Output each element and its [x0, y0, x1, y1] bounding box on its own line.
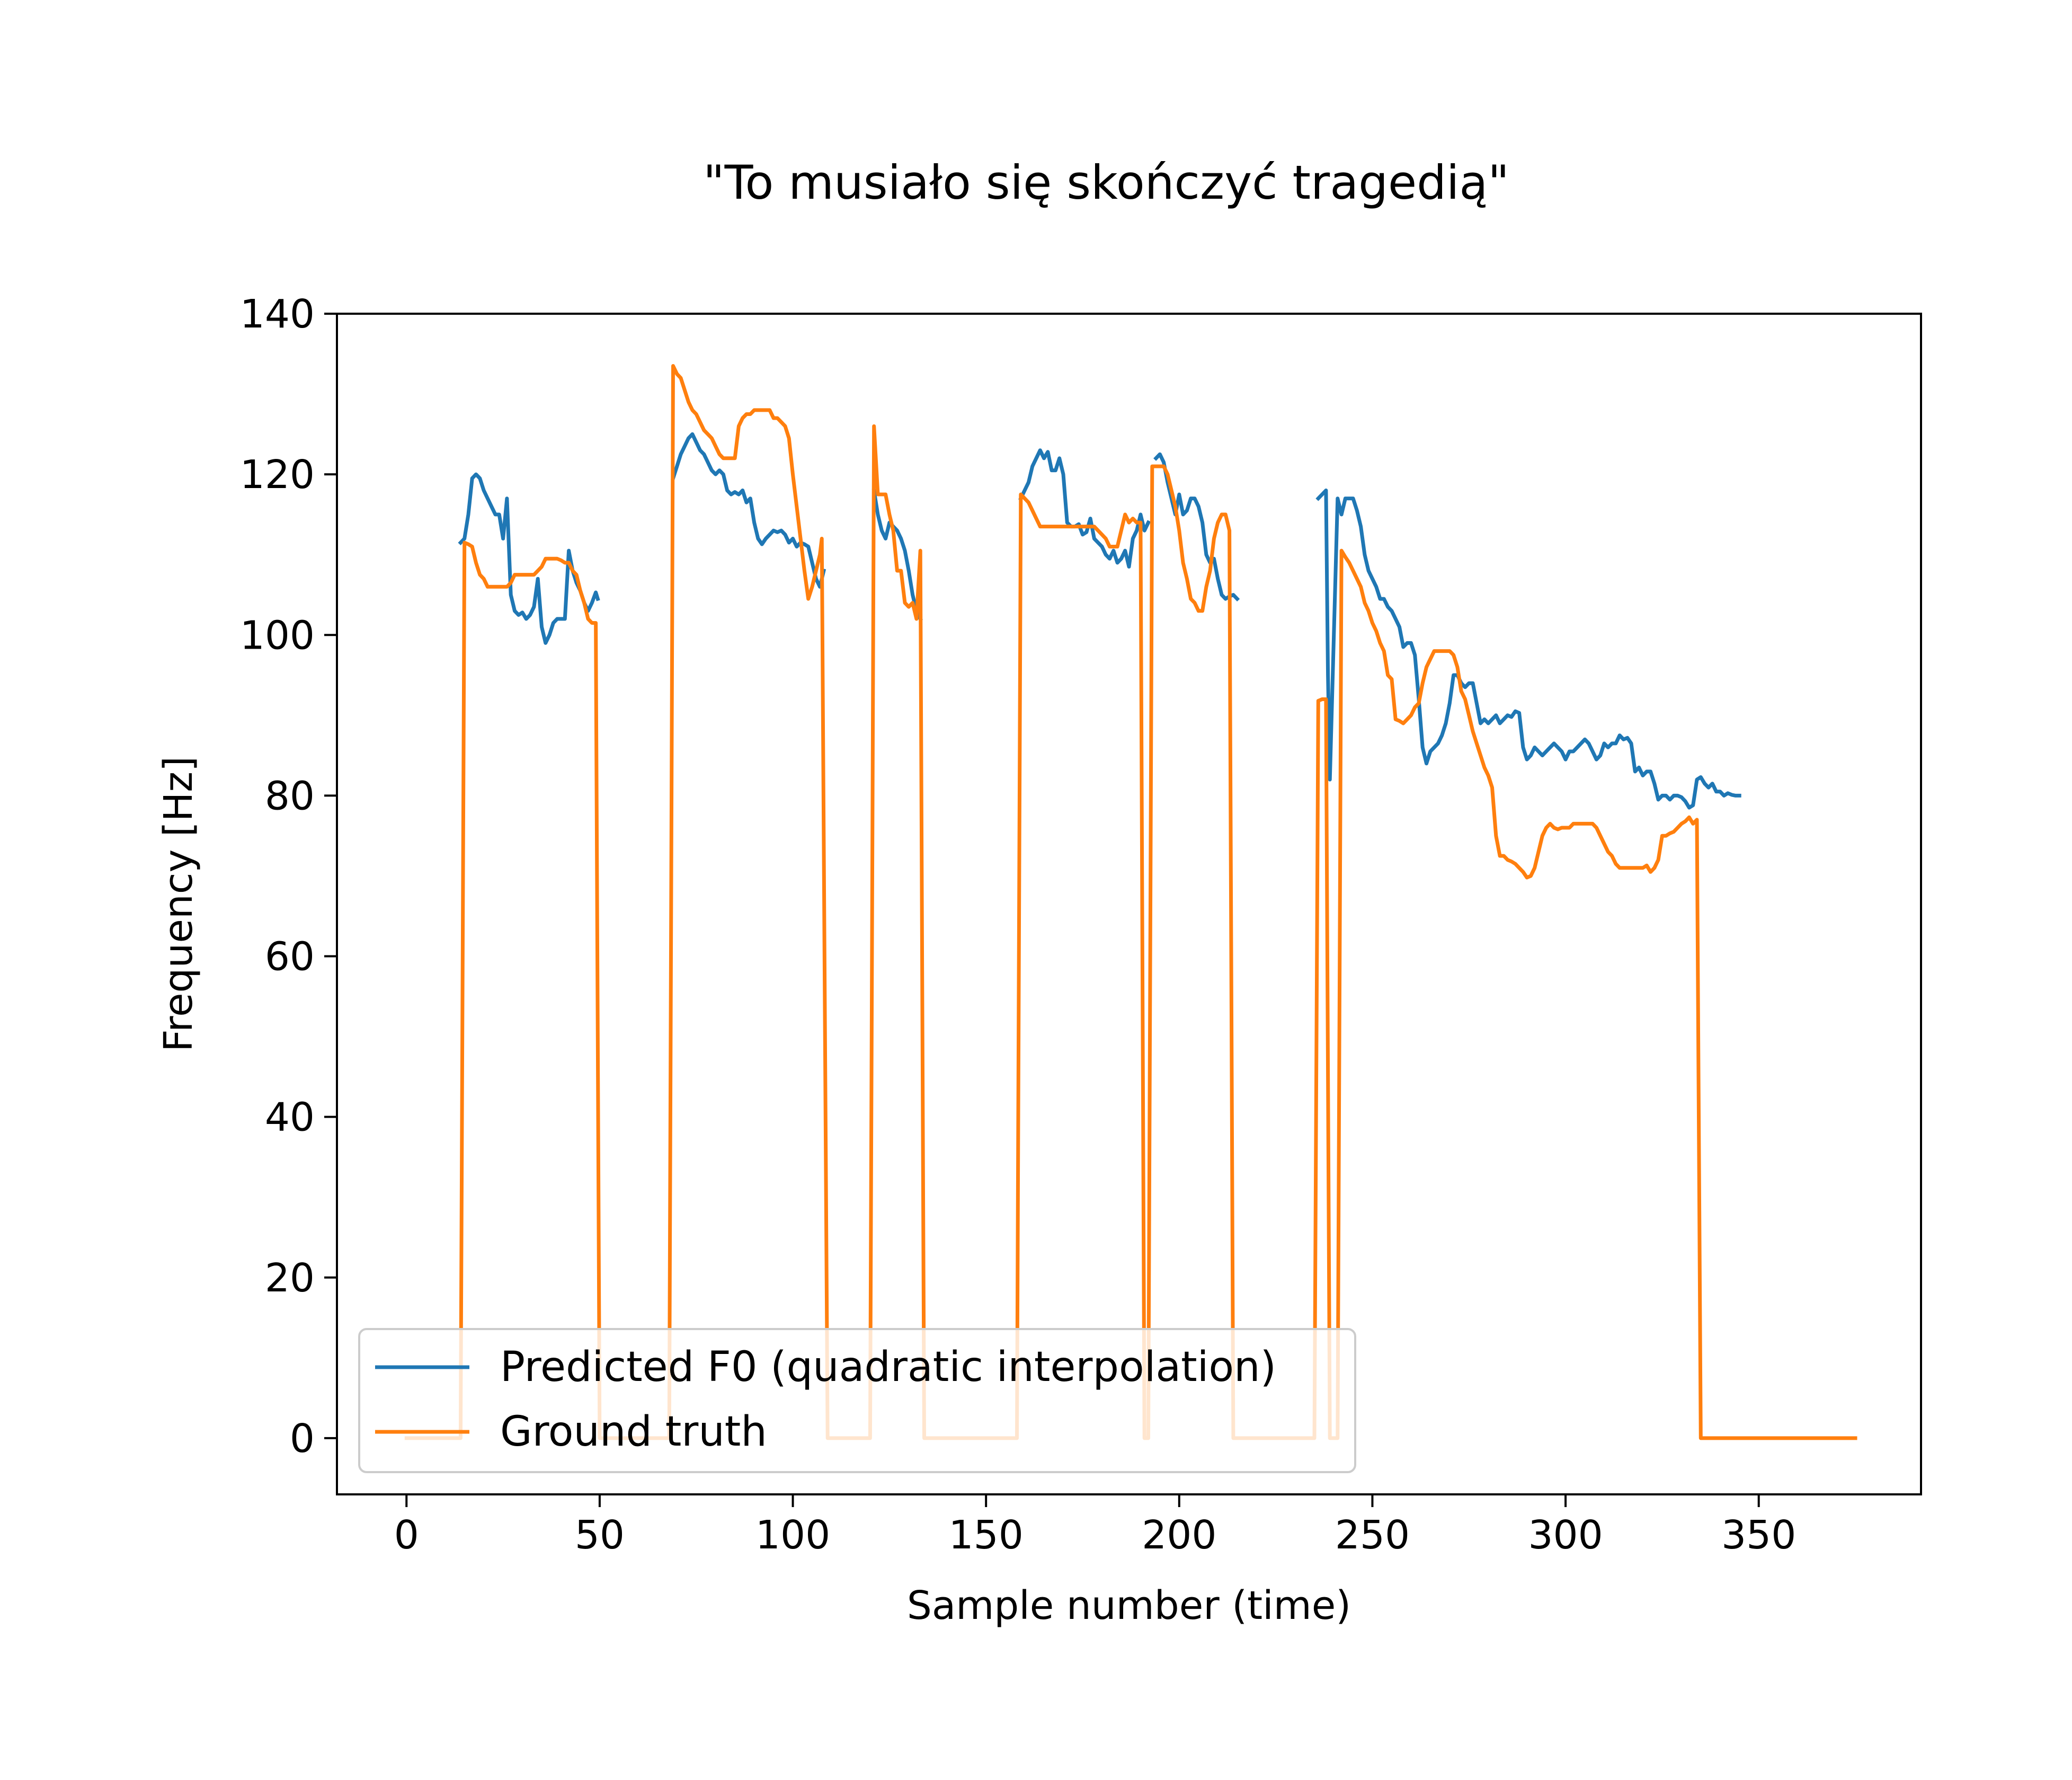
x-tick-label: 50 [575, 1512, 625, 1558]
series-1-segment-3 [872, 488, 923, 622]
chart-title: "To musiało się skończyć tragedią" [703, 155, 1509, 210]
series-1-segment-2 [671, 432, 826, 589]
series-1-segment-5 [1153, 452, 1240, 602]
series-1-segment-6 [1315, 488, 1741, 810]
legend-label-2: Ground truth [500, 1408, 767, 1456]
x-tick-label: 150 [949, 1512, 1024, 1558]
x-tick-label: 350 [1721, 1512, 1796, 1558]
series-1-segment-1 [458, 472, 600, 645]
legend: Predicted F0 (quadratic interpolation) Gr… [358, 1328, 1356, 1473]
y-tick-label: 40 [265, 1095, 315, 1140]
x-axis-ticks: 0 50 100 150 200 250 300 350 [394, 1494, 1796, 1558]
y-axis-ticks: 0 20 40 60 80 100 120 140 [240, 291, 337, 1462]
x-tick-label: 100 [755, 1512, 830, 1558]
y-tick-label: 0 [290, 1416, 315, 1462]
legend-label-1: Predicted F0 (quadratic interpolation) [500, 1343, 1276, 1391]
series-1-segment-4 [1018, 448, 1151, 569]
x-tick-label: 300 [1528, 1512, 1603, 1558]
series-2-segment-1 [404, 364, 1857, 1440]
y-tick-label: 100 [240, 613, 315, 658]
y-tick-label: 20 [265, 1255, 315, 1301]
legend-box [358, 1328, 1356, 1473]
y-axis-label: Frequency [Hz] [156, 756, 201, 1052]
series-layer [404, 364, 1857, 1440]
series-1-line [458, 432, 1741, 810]
x-tick-label: 200 [1142, 1512, 1216, 1558]
x-tick-label: 0 [394, 1512, 419, 1558]
y-tick-label: 140 [240, 291, 315, 337]
series-2-line [404, 364, 1857, 1440]
y-tick-label: 120 [240, 452, 315, 498]
plot-area-frame [336, 313, 1922, 1495]
y-tick-label: 60 [265, 934, 315, 980]
y-tick-label: 80 [265, 773, 315, 819]
x-axis-label: Sample number (time) [907, 1583, 1351, 1628]
x-tick-label: 250 [1335, 1512, 1410, 1558]
